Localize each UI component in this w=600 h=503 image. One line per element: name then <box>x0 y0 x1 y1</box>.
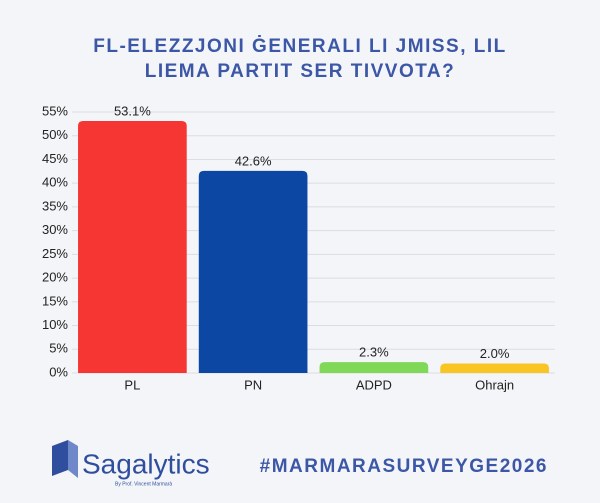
y-tick-label: 5% <box>49 341 68 356</box>
brand: Sagalytics <box>82 448 210 479</box>
logo-icon <box>52 440 78 478</box>
y-tick-label: 30% <box>42 222 68 237</box>
chart-title: FL-ELEZZJONI ĠENERALI LI JMISS, LIL LIEM… <box>93 36 507 82</box>
x-tick-label: PL <box>124 377 140 392</box>
y-tick-label: 0% <box>49 364 68 379</box>
x-tick-label: ADPD <box>356 377 392 392</box>
x-tick-label: PN <box>244 377 262 392</box>
y-tick-label: 25% <box>42 246 68 261</box>
y-tick-label: 20% <box>42 270 68 285</box>
value-label: 53.1% <box>114 103 151 118</box>
value-label: 2.3% <box>359 345 389 360</box>
y-tick-label: 10% <box>42 317 68 332</box>
y-tick-label: 15% <box>42 293 68 308</box>
y-tick-label: 35% <box>42 198 68 213</box>
bar <box>78 121 187 374</box>
byline: By Prof. Vincent Marmarà <box>115 481 172 487</box>
bar <box>319 362 429 373</box>
bar <box>440 363 549 373</box>
bar <box>198 170 308 373</box>
x-tick-label: Ohrajn <box>475 377 514 392</box>
value-label: 2.0% <box>480 346 510 361</box>
y-tick-label: 50% <box>42 127 68 142</box>
y-tick-label: 40% <box>42 175 68 190</box>
y-tick-label: 45% <box>42 151 68 166</box>
hashtag: #MARMARASURVEYGE2026 <box>260 456 548 477</box>
y-tick-label: 55% <box>42 103 68 118</box>
value-label: 42.6% <box>235 153 272 168</box>
